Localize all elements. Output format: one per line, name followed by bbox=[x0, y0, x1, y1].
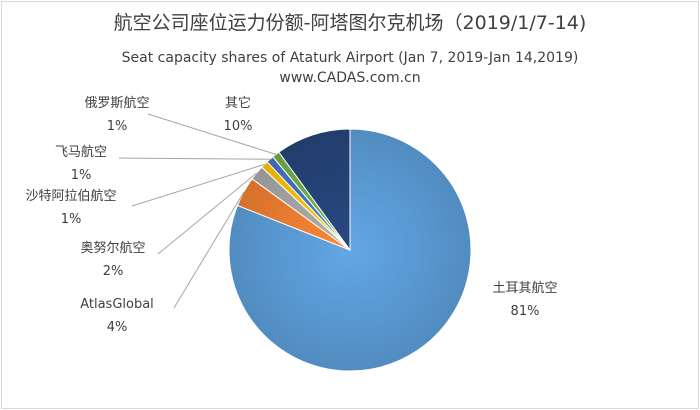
slice-value-label-5: 1% bbox=[107, 119, 128, 134]
slice-value-label-3: 1% bbox=[61, 212, 82, 227]
chart-subtitle: Seat capacity shares of Ataturk Airport … bbox=[121, 50, 579, 66]
slice-label-4: 飞马航空 bbox=[55, 144, 107, 160]
slice-label-5: 俄罗斯航空 bbox=[84, 95, 149, 111]
chart-title: 航空公司座位运力份额-阿塔图尔克机场（2019/1/7-14) bbox=[113, 12, 587, 34]
pie-slice-6 bbox=[278, 128, 351, 252]
slice-label-6: 其它 bbox=[225, 95, 251, 111]
slice-value-label-1: 4% bbox=[107, 320, 128, 335]
leader-line-2 bbox=[157, 172, 258, 255]
leader-line-1 bbox=[173, 191, 245, 309]
slice-value-label-2: 2% bbox=[103, 264, 124, 279]
leader-line-4 bbox=[118, 157, 271, 160]
slice-label-1: AtlasGlobal bbox=[80, 297, 154, 312]
slice-label-3: 沙特阿拉伯航空 bbox=[25, 188, 116, 204]
slice-value-label-6: 10% bbox=[224, 119, 253, 134]
slice-value-label-4: 1% bbox=[71, 168, 92, 183]
slice-label-2: 奥努尔航空 bbox=[80, 240, 145, 256]
leader-line-3 bbox=[131, 163, 265, 207]
chart-source: www.CADAS.com.cn bbox=[279, 70, 421, 86]
slice-value-label-0: 81% bbox=[511, 304, 540, 319]
leader-line-5 bbox=[147, 113, 276, 155]
slice-label-0: 土耳其航空 bbox=[492, 280, 557, 296]
